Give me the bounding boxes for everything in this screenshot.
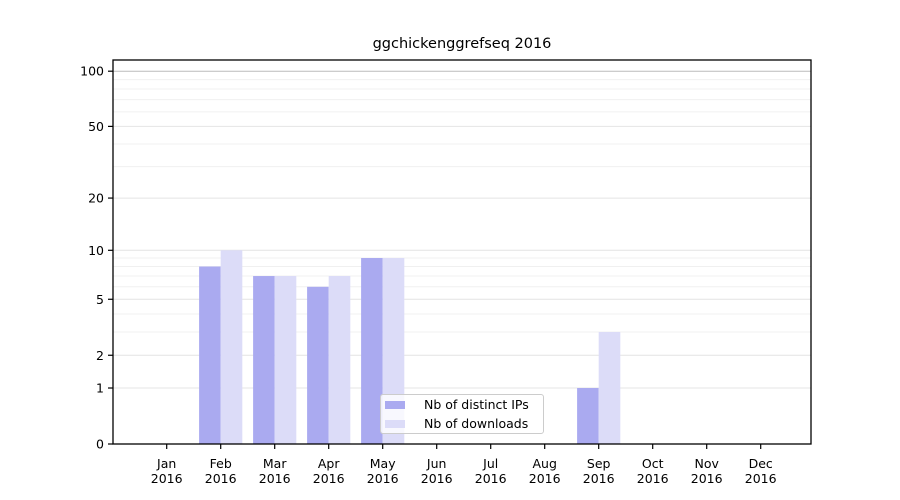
y-tick-label: 5 — [96, 292, 104, 307]
x-tick-label-year: 2016 — [475, 471, 507, 486]
legend: Nb of distinct IPs Nb of downloads — [380, 394, 544, 434]
x-tick-label-year: 2016 — [313, 471, 345, 486]
x-tick-label-month: Feb — [210, 456, 232, 471]
x-tick-label-year: 2016 — [205, 471, 237, 486]
x-tick-label-year: 2016 — [583, 471, 615, 486]
bar-sep-downloads — [598, 332, 621, 444]
x-tick-label-month: Nov — [694, 456, 719, 471]
bar-apr-downloads — [328, 276, 351, 444]
x-tick-label-year: 2016 — [259, 471, 291, 486]
x-tick-label-month: May — [370, 456, 396, 471]
bar-sep-distinct-ips — [577, 388, 599, 444]
x-tick-label-year: 2016 — [691, 471, 723, 486]
x-tick-label-year: 2016 — [151, 471, 183, 486]
bar-feb-distinct-ips — [199, 266, 221, 444]
x-tick-label-month: Dec — [749, 456, 773, 471]
x-tick-label-month: Sep — [587, 456, 611, 471]
bar-may-distinct-ips — [361, 258, 383, 444]
x-tick-label-month: Apr — [318, 456, 340, 471]
x-tick-label-month: Jul — [482, 456, 498, 471]
x-tick-label-month: Oct — [642, 456, 664, 471]
legend-label-downloads: Nb of downloads — [424, 416, 529, 431]
y-tick-label: 50 — [88, 119, 104, 134]
y-tick-label: 100 — [80, 64, 104, 79]
x-tick-label-month: Jan — [156, 456, 176, 471]
x-tick-label-month: Aug — [532, 456, 556, 471]
bar-mar-downloads — [274, 276, 297, 444]
x-tick-label-month: Jun — [426, 456, 447, 471]
chart-title: ggchickenggrefseq 2016 — [372, 36, 552, 52]
y-tick-label: 10 — [88, 243, 104, 258]
legend-swatch-downloads — [385, 419, 405, 428]
legend-label-distinct-ips: Nb of distinct IPs — [424, 397, 529, 412]
bar-mar-distinct-ips — [253, 276, 275, 444]
x-tick-label-year: 2016 — [745, 471, 777, 486]
x-tick-label-year: 2016 — [367, 471, 399, 486]
plot-border — [112, 59, 812, 445]
legend-item-downloads: Nb of downloads — [385, 416, 537, 431]
legend-swatch-distinct-ips — [385, 400, 405, 409]
y-tick-label: 2 — [96, 348, 104, 363]
x-tick-label-month: Mar — [263, 456, 287, 471]
bar-feb-downloads — [220, 250, 243, 444]
y-tick-label: 1 — [96, 381, 104, 396]
bar-apr-distinct-ips — [307, 286, 329, 444]
y-tick-label: 20 — [88, 191, 104, 206]
x-tick-label-year: 2016 — [637, 471, 669, 486]
x-tick-label-year: 2016 — [529, 471, 561, 486]
x-tick-label-year: 2016 — [421, 471, 453, 486]
legend-item-distinct-ips: Nb of distinct IPs — [385, 397, 537, 412]
y-tick-label: 0 — [96, 437, 104, 452]
